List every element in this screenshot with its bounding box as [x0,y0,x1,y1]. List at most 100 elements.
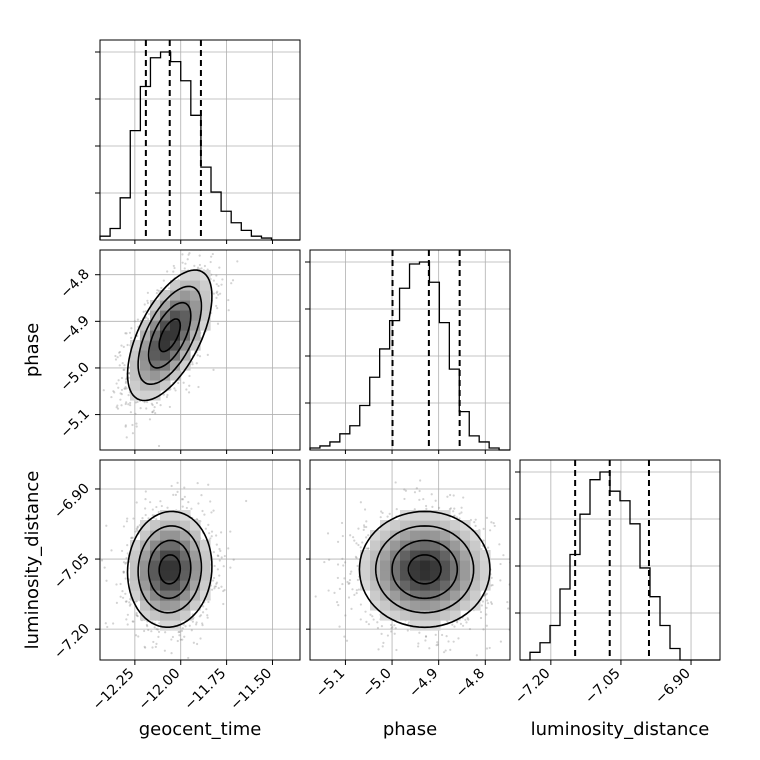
scatter-point [336,563,340,566]
density-cell [170,510,181,521]
scatter-point [119,582,122,586]
density-cell [440,590,451,601]
density-cell [470,570,481,581]
scatter-point [435,644,438,647]
scatter-point [124,577,127,580]
density-cell [420,540,431,551]
density-cell [140,580,151,591]
scatter-point [474,524,477,527]
scatter-point [200,493,203,497]
scatter-point [217,554,220,558]
scatter-point [190,629,193,632]
scatter-point [490,602,493,605]
scatter-point [181,253,184,256]
scatter-point [485,516,489,519]
scatter-point [479,616,483,620]
scatter-point [232,240,234,242]
scatter-point [394,627,397,630]
density-cell [130,380,141,391]
scatter-point [120,549,124,553]
density-cell [180,300,191,311]
density-cell [180,570,191,581]
density-cell [130,540,141,551]
density-cell [130,560,141,571]
scatter-point [348,578,352,582]
scatter-point [361,541,364,544]
scatter-point [376,626,380,630]
scatter-point [490,576,493,579]
scatter-point [141,516,144,520]
scatter-point [128,372,131,375]
scatter-point [403,497,406,501]
scatter-point [123,387,126,390]
scatter-point [144,497,147,501]
x-tick-label: −6.90 [652,666,694,708]
density-cell [480,580,491,591]
scatter-point [458,517,461,520]
scatter-point [168,287,171,290]
scatter-point [462,496,465,499]
histogram-phase [305,249,511,451]
scatter-point [430,493,433,496]
y-tick-label: −7.20 [51,621,93,663]
contour-level-1 [147,301,192,369]
scatter-point [223,588,226,592]
scatter-point [210,255,213,258]
scatter-point [336,540,340,543]
density-cell [180,320,191,331]
scatter-point [452,494,455,497]
scatter-point [183,495,186,498]
scatter-point [337,604,340,607]
density-cell [190,540,201,551]
scatter-point [121,596,125,599]
density-cell [480,550,491,561]
scatter-point [336,576,339,580]
scatter-point [338,587,341,590]
scatter-point [149,501,152,504]
density-cell [150,530,161,541]
x-tick-label: −5.0 [360,666,395,701]
scatter-point [131,620,134,623]
density-cell [450,550,461,561]
scatter-point [116,356,119,359]
scatter-point [173,387,176,390]
density-cell [170,540,181,551]
scatter-point [159,404,162,407]
scatter-point [222,602,225,606]
scatter-point [135,611,138,615]
scatter-point [210,535,213,538]
scatter-point [342,564,345,567]
density-cell [180,530,191,541]
scatter-point [363,508,367,511]
scatter-point [187,391,191,394]
scatter-point [424,635,428,638]
density-cell [150,320,161,331]
scatter-point [142,310,145,313]
scatter-point [151,508,154,511]
scatter-point [115,601,118,604]
scatter-point [124,380,128,383]
scatter-point [362,524,366,527]
scatter-point [83,401,85,403]
scatter-point [181,627,184,630]
scatter-point [216,290,219,293]
scatter-point [204,212,206,214]
y-axis-label-luminosity_distance: luminosity_distance [22,471,43,650]
density-cell [410,570,421,581]
scatter-point [350,607,353,610]
scatter-point [366,547,370,550]
scatter-point [126,552,129,555]
scatter-point [125,556,128,560]
scatter-point [136,318,140,321]
scatter-point [216,568,219,571]
scatter-point [206,353,209,356]
scatter-point [192,246,194,248]
scatter-point [218,266,221,269]
scatter-point [449,648,452,651]
scatter-point [199,637,202,640]
density-cell [460,550,471,561]
scatter-point [344,614,347,617]
density-cell [160,620,171,631]
scatter-point [489,529,492,532]
density-cell [130,570,141,581]
